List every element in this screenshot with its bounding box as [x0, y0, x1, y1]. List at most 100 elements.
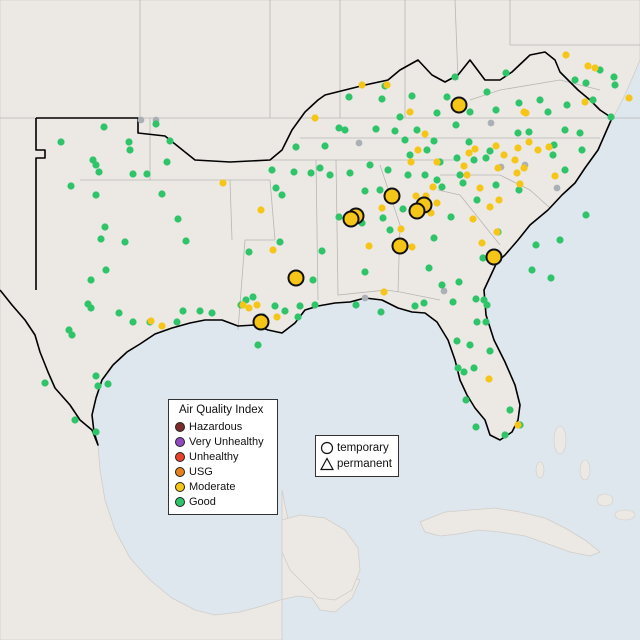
station-good	[479, 254, 487, 262]
station-moderate	[273, 313, 281, 321]
station-good	[492, 181, 500, 189]
station-good	[411, 302, 419, 310]
station-good	[152, 120, 160, 128]
station-good	[129, 318, 137, 326]
station-moderate	[478, 239, 486, 247]
station-good	[92, 161, 100, 169]
station-good	[318, 247, 326, 255]
station-moderate	[511, 156, 519, 164]
legend-item-hazardous: Hazardous	[175, 420, 242, 434]
station-good	[101, 223, 109, 231]
station-good	[438, 183, 446, 191]
station-good	[335, 124, 343, 132]
station-good	[125, 138, 133, 146]
station-good	[430, 234, 438, 242]
station-good	[67, 182, 75, 190]
station-good	[104, 380, 112, 388]
station-good	[249, 293, 257, 301]
station-good	[528, 266, 536, 274]
station-good	[466, 341, 474, 349]
station-good	[361, 187, 369, 195]
legend-item-usg: USG	[175, 465, 213, 479]
station-good	[501, 431, 509, 439]
station-moderate	[433, 158, 441, 166]
aqi-legend-title: Air Quality Index	[179, 404, 264, 416]
station-good	[607, 113, 615, 121]
station-moderate	[551, 172, 559, 180]
station-moderate	[406, 108, 414, 116]
station-no-data	[361, 294, 369, 302]
station-good	[292, 143, 300, 151]
station-moderate	[485, 375, 493, 383]
station-moderate	[584, 62, 592, 70]
station-good	[92, 372, 100, 380]
station-good	[271, 302, 279, 310]
station-moderate	[433, 199, 441, 207]
station-moderate	[581, 98, 589, 106]
legend-label: Unhealthy	[189, 451, 239, 463]
station-good	[454, 364, 462, 372]
station-good	[399, 205, 407, 213]
station-good	[143, 170, 151, 178]
station-good	[377, 308, 385, 316]
station-moderate	[414, 146, 422, 154]
land-islands	[535, 425, 636, 521]
station-good	[561, 126, 569, 134]
station-moderate	[492, 142, 500, 150]
station-good	[482, 318, 490, 326]
station-good	[321, 142, 329, 150]
station-moderate	[469, 215, 477, 223]
very-unhealthy-swatch-icon	[175, 437, 185, 447]
station-good	[378, 95, 386, 103]
usg-swatch-icon	[175, 467, 185, 477]
station-good	[515, 99, 523, 107]
station-good	[549, 151, 557, 159]
station-good	[268, 166, 276, 174]
station-good	[179, 307, 187, 315]
station-no-data	[553, 184, 561, 192]
land-cuba	[419, 507, 601, 557]
station-good	[366, 161, 374, 169]
station-good	[71, 416, 79, 424]
station-moderate	[158, 322, 166, 330]
temporary-monitor-moderate	[408, 202, 426, 220]
station-good	[413, 126, 421, 134]
station-good	[453, 337, 461, 345]
station-good	[126, 146, 134, 154]
station-good	[447, 213, 455, 221]
legend-label: Moderate	[189, 481, 236, 493]
station-good	[473, 318, 481, 326]
station-moderate	[311, 114, 319, 122]
station-good	[483, 88, 491, 96]
station-moderate	[365, 242, 373, 250]
station-moderate	[465, 149, 473, 157]
station-good	[425, 264, 433, 272]
station-good	[472, 423, 480, 431]
station-moderate	[378, 204, 386, 212]
station-good	[582, 79, 590, 87]
good-swatch-icon	[175, 497, 185, 507]
station-good	[420, 299, 428, 307]
station-good	[610, 73, 618, 81]
station-good	[449, 298, 457, 306]
station-good	[506, 406, 514, 414]
station-no-data	[487, 119, 495, 127]
station-good	[376, 186, 384, 194]
station-good	[482, 154, 490, 162]
station-good	[121, 238, 129, 246]
station-moderate	[513, 169, 521, 177]
station-moderate	[408, 243, 416, 251]
legend-label: USG	[189, 466, 213, 478]
station-good	[470, 364, 478, 372]
station-good	[466, 108, 474, 116]
temporary-monitor-moderate	[342, 210, 360, 228]
station-good	[460, 368, 468, 376]
station-good	[483, 301, 491, 309]
temporary-monitor-moderate	[450, 96, 468, 114]
station-good	[423, 146, 431, 154]
station-moderate	[514, 144, 522, 152]
station-good	[316, 164, 324, 172]
moderate-swatch-icon	[175, 482, 185, 492]
circle-icon	[320, 441, 334, 455]
